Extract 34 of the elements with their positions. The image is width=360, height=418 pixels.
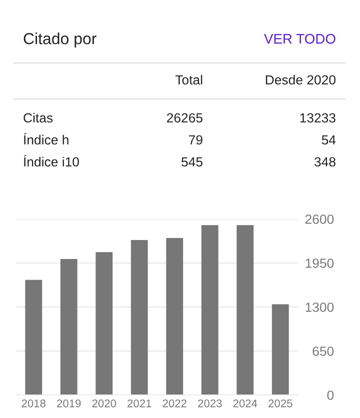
text: 79 — [189, 135, 202, 145]
bar — [25, 280, 42, 395]
text: VER TODO — [264, 34, 336, 44]
text: 13233 — [300, 113, 336, 123]
text: Citado por — [24, 32, 96, 48]
x-tick-label: 2021 — [128, 399, 152, 408]
text: 348 — [314, 157, 336, 167]
bar — [236, 225, 254, 395]
y-tick-label: 1300 — [306, 302, 334, 312]
text: 545 — [182, 157, 202, 167]
x-tick-label: 2024 — [233, 399, 258, 408]
text: 26265 — [166, 113, 202, 123]
y-tick-label: 1950 — [306, 258, 334, 268]
category-label: Total — [175, 74, 202, 85]
x-tick-label: 2018 — [22, 399, 46, 408]
x-tick-label: 2019 — [57, 399, 81, 408]
bar — [60, 258, 78, 395]
x-tick-label: 2025 — [268, 399, 292, 408]
category-label: Índice h — [24, 132, 68, 145]
y-tick-label: 2600 — [305, 214, 334, 224]
x-tick-label: 2023 — [198, 399, 222, 408]
bar — [166, 238, 184, 395]
y-tick-label: 650 — [312, 346, 334, 356]
category-label: Desde 2020 — [266, 74, 336, 85]
y-tick-label: 0 — [327, 390, 334, 400]
x-tick-label: 2020 — [92, 399, 116, 408]
category-label: Citas — [24, 112, 53, 123]
bar — [201, 225, 218, 395]
text: 54 — [322, 135, 336, 145]
bar — [96, 252, 113, 395]
bar — [272, 304, 289, 395]
category-label: Índice i10 — [24, 154, 79, 167]
bar — [130, 240, 148, 395]
x-tick-label: 2022 — [162, 399, 186, 408]
